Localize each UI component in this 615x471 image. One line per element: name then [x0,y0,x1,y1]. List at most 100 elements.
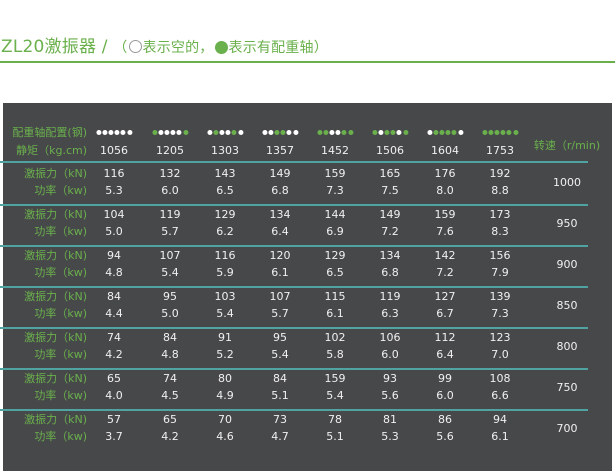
empty-dot-icon [237,130,243,135]
power-value: 4.0 [105,389,123,402]
power-label: 功率（kw) [34,307,87,320]
config-label: 配重轴配置(钢) [12,126,87,139]
power-value: 7.3 [491,307,509,320]
open-paren: （ [113,40,128,56]
power-value: 4.8 [105,266,123,279]
filled-dot-icon [213,130,219,135]
force-label: 激振力（kN) [24,249,87,262]
force-value: 116 [103,167,125,180]
power-label: 功率（kw) [34,348,87,361]
empty-dot-icon [108,130,114,135]
force-value: 116 [214,249,236,262]
force-value: 129 [324,249,346,262]
force-value: 173 [489,208,511,221]
power-value: 6.9 [326,225,344,238]
force-value: 102 [324,331,346,344]
filled-dot-icon [341,130,347,135]
power-value: 6.8 [381,266,399,279]
force-value: 70 [218,413,232,426]
row-divider [0,245,588,247]
force-label: 激振力（kN) [24,372,87,385]
speed-value: 800 [556,340,578,353]
force-value: 65 [107,372,121,385]
title-divider [0,61,615,63]
force-value: 103 [214,290,236,303]
power-value: 5.2 [216,348,234,361]
power-value: 4.2 [105,348,123,361]
power-value: 3.7 [105,430,123,443]
power-value: 8.3 [491,225,509,238]
power-label: 功率（kw) [34,430,87,443]
power-value: 5.9 [216,266,234,279]
force-value: 159 [324,167,346,180]
power-value: 5.1 [271,389,289,402]
power-value: 4.7 [271,430,289,443]
power-value: 5.6 [436,430,454,443]
row-divider [0,368,588,370]
power-value: 5.4 [216,307,234,320]
force-value: 119 [159,208,181,221]
empty-dot-icon [126,130,132,135]
weight-config-dots [95,130,132,135]
force-value: 65 [163,413,177,426]
force-value: 73 [273,413,287,426]
power-value: 6.7 [436,307,454,320]
filled-dot-icon [402,130,408,135]
row-divider [0,409,588,411]
speed-value: 1000 [553,176,581,189]
speed-value: 850 [556,299,578,312]
power-value: 7.2 [381,225,399,238]
filled-dot-icon [152,130,158,135]
force-value: 106 [379,331,401,344]
torque-label: 静矩（kg.cm) [16,144,87,157]
force-value: 159 [324,372,346,385]
force-value: 149 [379,208,401,221]
power-value: 5.7 [161,225,179,238]
force-value: 176 [434,167,456,180]
title-main: ZL20激振器 / [1,37,114,57]
empty-dot-icon [164,130,170,135]
empty-dot-icon [335,130,341,135]
power-value: 7.9 [491,266,509,279]
empty-dot-icon [457,130,463,135]
filled-dot-icon [182,130,188,135]
spec-table: 配重轴配置(钢) 静矩（kg.cm) 转速（r/min) 1056 1205 1303 13… [0,103,612,471]
force-value: 108 [489,372,511,385]
empty-circle-icon [128,40,142,53]
force-value: 57 [107,413,121,426]
power-value: 6.5 [216,184,234,197]
force-value: 93 [383,372,397,385]
power-value: 7.2 [436,266,454,279]
power-value: 5.3 [105,184,123,197]
power-value: 6.4 [436,348,454,361]
filled-dot-icon [439,130,445,135]
force-value: 142 [434,249,456,262]
power-value: 6.3 [381,307,399,320]
force-value: 132 [159,167,181,180]
filled-dot-icon [372,130,378,135]
empty-dot-icon [219,130,225,135]
empty-dot-icon [176,130,182,135]
empty-dot-icon [268,130,274,135]
filled-dot-icon [384,130,390,135]
force-value: 80 [218,372,232,385]
power-value: 4.9 [216,389,234,402]
empty-dot-icon [329,130,335,135]
power-value: 5.1 [326,430,344,443]
empty-dot-icon [292,130,298,135]
power-value: 4.4 [105,307,123,320]
power-value: 6.6 [491,389,509,402]
empty-dot-icon [396,130,402,135]
legend-filled-text: 表示有配重轴 [228,40,314,56]
filled-dot-icon [433,130,439,135]
speed-header: 转速（r/min) [533,139,601,152]
row-divider [0,327,588,329]
empty-dot-icon [378,130,384,135]
power-value: 4.5 [161,389,179,402]
filled-dot-icon [274,130,280,135]
power-value: 5.4 [271,348,289,361]
filled-dot-icon [323,130,329,135]
force-value: 159 [434,208,456,221]
power-value: 5.0 [105,225,123,238]
filled-dot-icon [494,130,500,135]
